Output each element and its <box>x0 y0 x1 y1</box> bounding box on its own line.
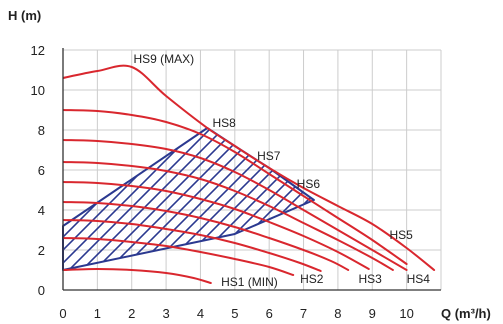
curve-label-hs3: HS3 <box>359 272 383 286</box>
grid <box>62 49 442 291</box>
hatch-line <box>63 128 313 270</box>
y-axis-title: H (m) <box>8 8 41 23</box>
hatch-line <box>77 128 314 270</box>
y-tick-label: 12 <box>31 43 45 58</box>
x-tick-label: 8 <box>334 306 341 321</box>
curve-hs1-min <box>63 267 212 284</box>
curve-label-hs1-min: HS1 (MIN) <box>221 275 278 289</box>
curve-labels: HS9 (MAX) HS8 HS7 HS6 HS5 HS4 HS3 HS2 HS1 (MIN) <box>133 52 430 289</box>
curve-hs4 <box>63 201 350 271</box>
curve-hs5 <box>63 181 370 270</box>
curve-label-hs5: HS5 <box>389 228 413 242</box>
y-tick-label: 4 <box>38 203 45 218</box>
x-tick-label: 9 <box>369 306 376 321</box>
curve-hs2 <box>63 237 295 276</box>
curve-hs8 <box>63 109 408 265</box>
x-tick-label: 3 <box>162 306 169 321</box>
hatch-line <box>0 40 13 300</box>
hatch-line <box>63 128 300 270</box>
curve-label-hs7: HS7 <box>257 149 281 163</box>
x-tick-label: 7 <box>300 306 307 321</box>
y-tick-label: 8 <box>38 123 45 138</box>
x-tick-label: 5 <box>231 306 238 321</box>
y-tick-label: 2 <box>38 243 45 258</box>
curve-label-hs2: HS2 <box>300 272 324 286</box>
y-tick-label: 0 <box>38 283 45 298</box>
curve-label-hs9-max: HS9 (MAX) <box>133 52 194 66</box>
hatch-line <box>0 40 26 300</box>
x-tick-label: 4 <box>197 306 204 321</box>
hatch-line <box>64 128 314 270</box>
hatch-line <box>468 40 503 300</box>
x-tick-label: 6 <box>266 306 273 321</box>
x-tick-label: 2 <box>128 306 135 321</box>
curve-group <box>63 64 436 284</box>
curve-hs9-max <box>63 64 436 271</box>
hatch-line <box>481 40 503 300</box>
x-tick-label: 0 <box>59 306 66 321</box>
x-axis-title: Q (m³/h) <box>441 306 491 321</box>
hatch-line <box>442 40 503 300</box>
hatch-line <box>0 40 39 300</box>
curve-label-hs6: HS6 <box>297 177 321 191</box>
curve-label-hs8: HS8 <box>212 116 236 130</box>
hatch-line <box>494 40 503 300</box>
curve-hs3 <box>63 219 322 272</box>
y-tick-label: 10 <box>31 83 45 98</box>
x-tick-label: 1 <box>94 306 101 321</box>
curve-hs6 <box>63 161 394 271</box>
y-tick-label: 6 <box>38 163 45 178</box>
curves <box>63 64 436 284</box>
curve-hs7 <box>63 139 408 271</box>
hatch-line <box>63 128 66 270</box>
curve-label-hs4: HS4 <box>407 272 431 286</box>
hatch-line <box>455 40 503 300</box>
x-tick-label: 10 <box>399 306 413 321</box>
